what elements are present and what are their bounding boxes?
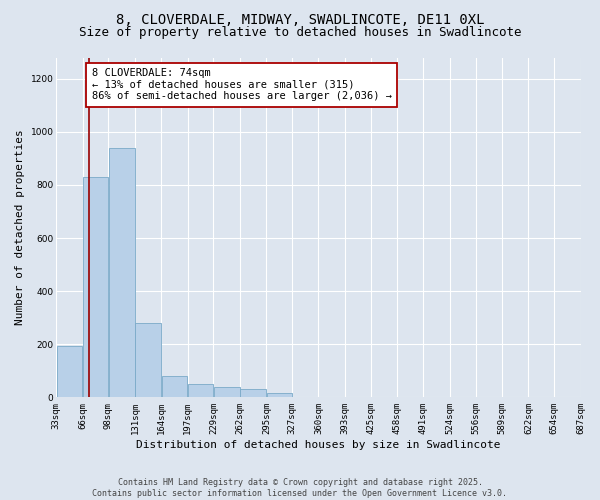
Bar: [188, 384, 213, 398]
Bar: [161, 376, 187, 398]
Text: 8, CLOVERDALE, MIDWAY, SWADLINCOTE, DE11 0XL: 8, CLOVERDALE, MIDWAY, SWADLINCOTE, DE11…: [116, 12, 484, 26]
Text: Size of property relative to detached houses in Swadlincote: Size of property relative to detached ho…: [79, 26, 521, 39]
Bar: [83, 177, 108, 398]
Bar: [214, 386, 239, 398]
Bar: [266, 394, 292, 398]
Text: 8 CLOVERDALE: 74sqm
← 13% of detached houses are smaller (315)
86% of semi-detac: 8 CLOVERDALE: 74sqm ← 13% of detached ho…: [92, 68, 392, 102]
Bar: [56, 346, 82, 398]
X-axis label: Distribution of detached houses by size in Swadlincote: Distribution of detached houses by size …: [136, 440, 500, 450]
Text: Contains HM Land Registry data © Crown copyright and database right 2025.
Contai: Contains HM Land Registry data © Crown c…: [92, 478, 508, 498]
Bar: [240, 390, 266, 398]
Bar: [135, 323, 161, 398]
Y-axis label: Number of detached properties: Number of detached properties: [15, 130, 25, 326]
Bar: [109, 148, 134, 398]
